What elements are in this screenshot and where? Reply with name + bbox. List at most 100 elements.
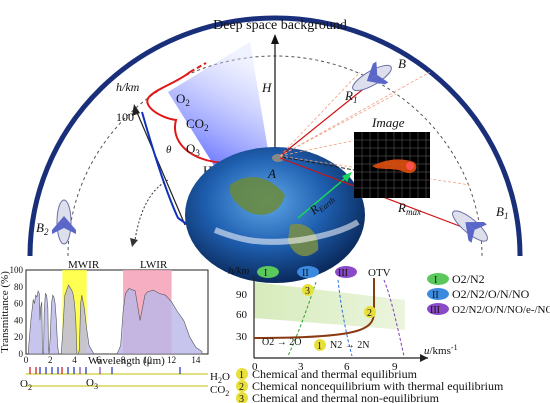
vel-xtick-0: 0 (252, 361, 258, 373)
zone-2-num: 2 (367, 308, 372, 319)
gas-O3: O3 (186, 141, 200, 158)
absorber-O2: O2 (20, 378, 32, 392)
absorber-row: O2 O3 H2O CO2 (20, 367, 230, 398)
dashed-boundary-green (287, 281, 317, 357)
los-R1 (279, 81, 373, 157)
gas-CO2: CO2 (186, 116, 209, 133)
temperature-profile (146, 71, 231, 164)
trans-xtick-10: 10 (143, 355, 153, 365)
deep-space-arch (27, 15, 523, 257)
vel-xtick-3: 3 (298, 361, 304, 373)
label-A: A (267, 166, 276, 181)
label-theta: θ (166, 144, 172, 156)
trans-ytick-0: 0 (19, 349, 24, 359)
eq-3-num: 3 (239, 394, 244, 403)
zone-3-num: 3 (305, 286, 310, 297)
vel-ylabel: h/km (228, 265, 249, 277)
eq-2-num: 2 (239, 382, 244, 393)
transmittance-chart: 0 20 40 60 80 100 0 2 4 6 8 10 12 14 MWIR LWIR Transm… (0, 259, 209, 367)
label-R1: R1 (344, 88, 357, 105)
label-B: B (398, 56, 406, 71)
otv-label: OTV (368, 267, 391, 279)
label-B2: B2 (36, 220, 49, 237)
legend-III-text: O2/N2/O/N/NO/e-/NO+ (452, 304, 550, 316)
absorber-CO2: CO2 (210, 384, 229, 398)
region-III-num: III (338, 268, 348, 279)
dashed-boundary-purple (383, 279, 405, 357)
absorber-O3: O3 (86, 377, 98, 391)
vel-ytick-90: 90 (236, 289, 248, 301)
atmosphere-beam (168, 42, 268, 175)
eq-1-text: Chemical and thermal equilibrium (252, 367, 418, 381)
legend-I-num: I (434, 275, 437, 286)
region-legend: I O2/N2 II O2/N2/O/N/NO III O2/N2/O/N/NO… (427, 272, 550, 316)
trans-xtick-0: 0 (24, 355, 29, 365)
band-mwir-label: MWIR (68, 259, 100, 271)
trans-xtick-12: 12 (167, 355, 176, 365)
transmittance-area (28, 284, 203, 355)
label-B1: B1 (496, 204, 508, 221)
dotted-connector-head (130, 238, 138, 247)
h-arrow-head (271, 34, 279, 44)
trans-xlabel: Wavelength (μm) (88, 355, 165, 367)
reaction-O2: O2 → 2O (262, 337, 301, 348)
zone-2-marker (364, 306, 376, 318)
trans-xtick-14: 14 (191, 355, 201, 365)
scene-h-label: h/km (116, 80, 140, 94)
zone-3-marker (302, 284, 314, 296)
image-target-plume (372, 159, 417, 174)
legend-II-num: II (432, 290, 439, 301)
trans-ytick-100: 100 (10, 265, 24, 275)
vel-ytick-30: 30 (236, 331, 248, 343)
region-I-marker (257, 266, 279, 278)
image-title: Image (371, 115, 405, 130)
eq-1-num: 1 (239, 370, 244, 381)
dotted-connector (134, 179, 169, 241)
scene-h-axis-head (132, 104, 140, 116)
eq-2-text: Chemical noncequilibrium with thermal eq… (252, 379, 504, 393)
zone-1-marker (314, 339, 326, 351)
zone-1-num: 1 (317, 341, 322, 352)
earth-land-1 (229, 177, 285, 215)
region-2-band (254, 282, 405, 330)
region-II-num: II (302, 268, 309, 279)
legend-I-text: O2/N2 (452, 272, 485, 286)
earth-cloud (213, 219, 360, 245)
earth-globe (185, 147, 365, 283)
eq-3-text: Chemical and thermal non-equilibrium (252, 391, 440, 403)
rearth-line (297, 175, 349, 219)
absorber-H2O: H2O (210, 371, 230, 385)
trans-xtick-4: 4 (72, 355, 77, 365)
vel-xlabel: u/kms-1 (424, 343, 458, 357)
band-lwir-label: LWIR (140, 259, 168, 271)
region-I-num: I (264, 268, 267, 279)
density-profile (141, 111, 189, 226)
label-H: H (261, 80, 272, 95)
legend-II-text: O2/N2/O/N/NO (452, 287, 530, 301)
trans-ylabel: Transmittance (%) (0, 271, 11, 353)
region-III-marker (335, 266, 357, 278)
region-II-marker (297, 266, 319, 278)
vel-ytick-60: 60 (236, 309, 248, 321)
vehicle-B1 (452, 210, 488, 243)
reaction-N2: N2 → 2N (330, 340, 369, 351)
equilibrium-legend: 1 Chemical and thermal equilibrium 2 Che… (236, 367, 504, 403)
trans-xtick-8: 8 (121, 355, 126, 365)
vel-xtick-9: 9 (392, 361, 398, 373)
trans-ytick-40: 40 (14, 315, 24, 325)
rearth-head (342, 172, 352, 182)
trans-ytick-80: 80 (14, 282, 24, 292)
temperature-dashes (189, 62, 207, 73)
scene-h-100: 100 (116, 110, 134, 124)
image-target-core (406, 162, 414, 170)
legend-III-num: III (430, 305, 440, 316)
trans-ytick-20: 20 (14, 332, 24, 342)
vehicle-B2 (52, 199, 76, 245)
scene-h-axis (135, 109, 186, 226)
trans-ytick-60: 60 (14, 299, 24, 309)
diagram-title: Deep space background (213, 18, 347, 33)
trans-xtick-6: 6 (97, 355, 102, 365)
trans-xtick-2: 2 (48, 355, 53, 365)
